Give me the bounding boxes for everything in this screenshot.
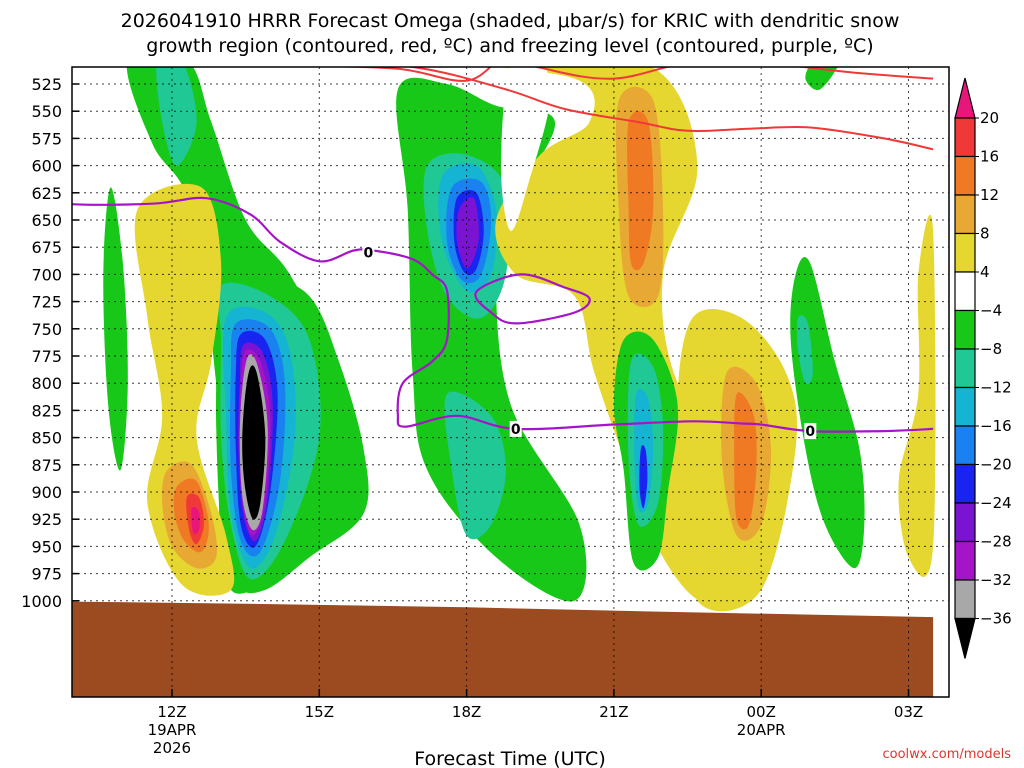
omega-feature-27 [501,67,551,231]
omega-feature-36 [796,315,813,385]
colorbar-cell-7 [954,348,976,389]
omega-feature-23 [456,196,479,269]
y-tick-label-900: 900 [31,483,62,502]
colorbar-label: 20 [980,109,999,127]
y-tick-label-650: 650 [31,211,62,230]
freezing-level-label-bg [362,244,375,261]
omega-feature-38 [898,214,936,577]
colorbar-label: −20 [980,456,1012,474]
x-tick-label-00Z: 00Z [747,703,776,721]
colorbar-cell-top [954,77,976,119]
omega-feature-37 [805,67,838,91]
y-tick-label-575: 575 [31,129,62,148]
y-tick-label-600: 600 [31,157,62,176]
omega-feature-1 [156,67,197,166]
freezing-level-label: 0 [805,424,815,440]
x-tick-label-15Z: 15Z [305,703,334,721]
plot-frame [71,66,950,698]
contour-lines: 0 0 0 [72,67,934,440]
freezing-level-label: 0 [511,422,521,438]
freezing-level-label: 0 [364,246,374,262]
colorbar-label: −8 [980,340,1002,358]
x-tick-date-00Z: 20APR [737,721,786,739]
grid-lines [72,67,949,697]
colorbar-label: 8 [980,225,990,243]
colorbar-cell-5 [954,271,976,312]
colorbar-cell-9 [954,425,976,466]
y-tick-label-750: 750 [31,320,62,339]
y-tick-label-700: 700 [31,265,62,284]
colorbar-cell-10 [954,463,976,504]
colorbar-cell-1 [954,117,976,158]
colorbar-cell-12 [954,540,976,581]
omega-feature-11 [134,183,235,596]
chart-title-line-2: growth region (contoured, red, ºC) and f… [146,35,873,57]
freezing-level-contour-1 [474,273,591,325]
omega-feature-10 [242,365,266,520]
colorbar-cell-bottom [954,617,976,659]
y-tick-label-550: 550 [31,102,62,121]
colorbar-cell-6 [954,309,976,350]
y-tick-label-850: 850 [31,429,62,448]
terrain-area [72,601,934,697]
pressure-axis: 525 550 575 600 625 650 675 700 725 750 775 800 825 8… [21,75,79,611]
colorbar-label: −24 [980,494,1012,512]
omega-feature-26 [627,111,654,271]
omega-shaded-field [103,67,936,612]
colorbar-label: 4 [980,263,990,281]
dgz-contour-0 [403,67,934,151]
colorbar-cell-4 [954,232,976,273]
omega-feature-15 [191,506,200,535]
terrain-fill [72,601,934,697]
x-tick-date-12Z: 19APR [148,721,197,739]
omega-feature-24 [495,67,748,601]
y-tick-label-975: 975 [31,565,62,584]
omega-colorbar: 20 16 12 8 4 −4 −8 −12 −16 −20 −24 −28 −32 −36 [954,77,1012,659]
colorbar-cell-2 [954,155,976,196]
colorbar-cell-8 [954,386,976,427]
y-tick-label-800: 800 [31,374,62,393]
credit-text: coolwx.com/models [882,747,1011,762]
freezing-level-label-bg [509,420,522,437]
y-tick-label-775: 775 [31,347,62,366]
y-tick-label-625: 625 [31,184,62,203]
omega-feature-34 [734,392,757,530]
x-tick-label-18Z: 18Z [452,703,481,721]
colorbar-label: −28 [980,533,1012,551]
omega-feature-19 [444,391,506,540]
x-axis-title: Forecast Time (UTC) [414,748,605,768]
colorbar-cell-13 [954,579,976,620]
y-tick-label-1000: 1000 [21,592,62,611]
freezing-level-contour-0 [72,196,934,433]
colorbar-label: −36 [980,610,1012,628]
chart-title-line-1: 2026041910 HRRR Forecast Omega (shaded, … [121,10,900,32]
omega-feature-31 [639,445,648,509]
colorbar-label: −4 [980,302,1002,320]
y-tick-label-950: 950 [31,537,62,556]
colorbar-label: −16 [980,417,1012,435]
x-tick-label-12Z: 12Z [157,703,186,721]
y-tick-label-675: 675 [31,238,62,257]
y-tick-label-925: 925 [31,510,62,529]
y-tick-label-825: 825 [31,401,62,420]
freezing-level-label-bg [804,423,817,440]
dgz-contour-1 [322,67,934,82]
colorbar-label: −12 [980,379,1012,397]
y-tick-label-525: 525 [31,75,62,94]
x-tick-label-03Z: 03Z [894,703,923,721]
colorbar-cell-3 [954,194,976,235]
omega-feature-35 [790,257,865,569]
colorbar-cell-11 [954,502,976,543]
y-tick-label-875: 875 [31,456,62,475]
colorbar-label: 12 [980,186,999,204]
colorbar-label: 16 [980,148,999,166]
y-tick-label-725: 725 [31,293,62,312]
x-tick-year-12Z: 2026 [153,739,191,757]
colorbar-label: −32 [980,571,1012,589]
x-tick-label-21Z: 21Z [599,703,628,721]
